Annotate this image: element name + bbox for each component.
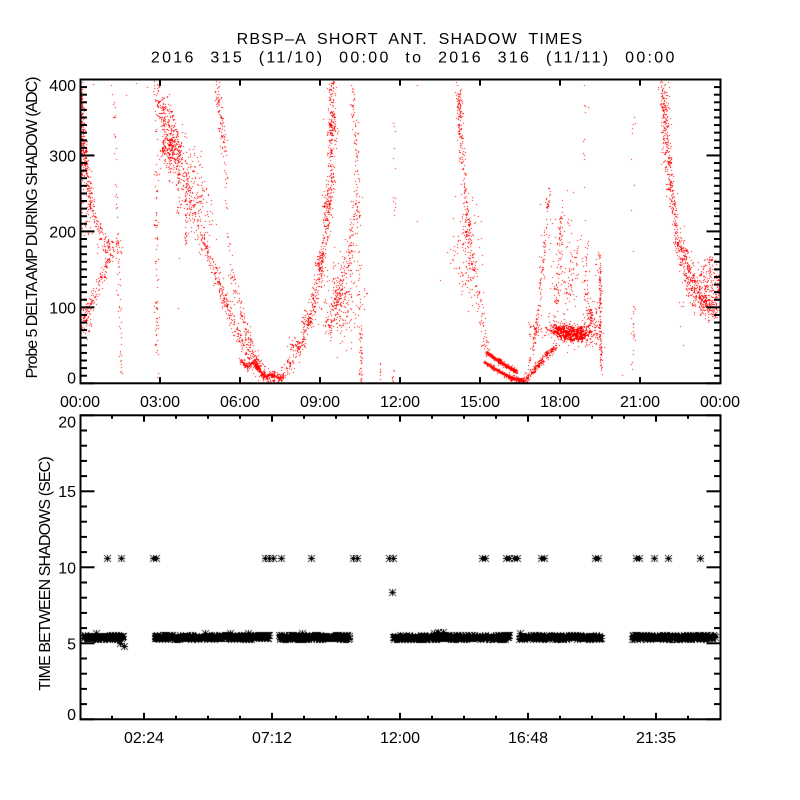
svg-text:100: 100	[49, 300, 76, 317]
svg-text:03:00: 03:00	[140, 394, 180, 411]
svg-text:RBSP–A SHORT ANT. SHADOW TIMES: RBSP–A SHORT ANT. SHADOW TIMES	[237, 31, 584, 48]
svg-text:21:35: 21:35	[636, 730, 676, 747]
svg-text:09:00: 09:00	[300, 394, 340, 411]
svg-text:0: 0	[67, 707, 76, 724]
svg-text:00:00: 00:00	[60, 394, 100, 411]
svg-text:20: 20	[58, 415, 76, 432]
svg-text:12:00: 12:00	[380, 394, 420, 411]
svg-text:10: 10	[58, 560, 76, 577]
svg-text:400: 400	[49, 78, 76, 95]
svg-text:0: 0	[67, 371, 76, 388]
svg-text:15: 15	[58, 484, 76, 501]
svg-text:200: 200	[49, 224, 76, 241]
svg-text:TIME BETWEEN SHADOWS (SEC): TIME BETWEEN SHADOWS (SEC)	[37, 457, 54, 691]
svg-text:12:00: 12:00	[380, 730, 420, 747]
svg-text:02:24: 02:24	[124, 730, 164, 747]
svg-text:15:00: 15:00	[460, 394, 500, 411]
svg-text:Probe 5 DELTA AMP DURING SHADO: Probe 5 DELTA AMP DURING SHADOW (ADC)	[24, 77, 41, 378]
svg-text:5: 5	[67, 636, 76, 653]
svg-text:00:00: 00:00	[700, 394, 740, 411]
svg-text:16:48: 16:48	[508, 730, 548, 747]
svg-text:21:00: 21:00	[620, 394, 660, 411]
svg-text:18:00: 18:00	[540, 394, 580, 411]
svg-text:06:00: 06:00	[220, 394, 260, 411]
svg-text:300: 300	[49, 149, 76, 166]
svg-text:2016 315 (11/10) 00:00 to 2016: 2016 315 (11/10) 00:00 to 2016 316 (11/1…	[151, 49, 677, 66]
svg-text:07:12: 07:12	[252, 730, 292, 747]
